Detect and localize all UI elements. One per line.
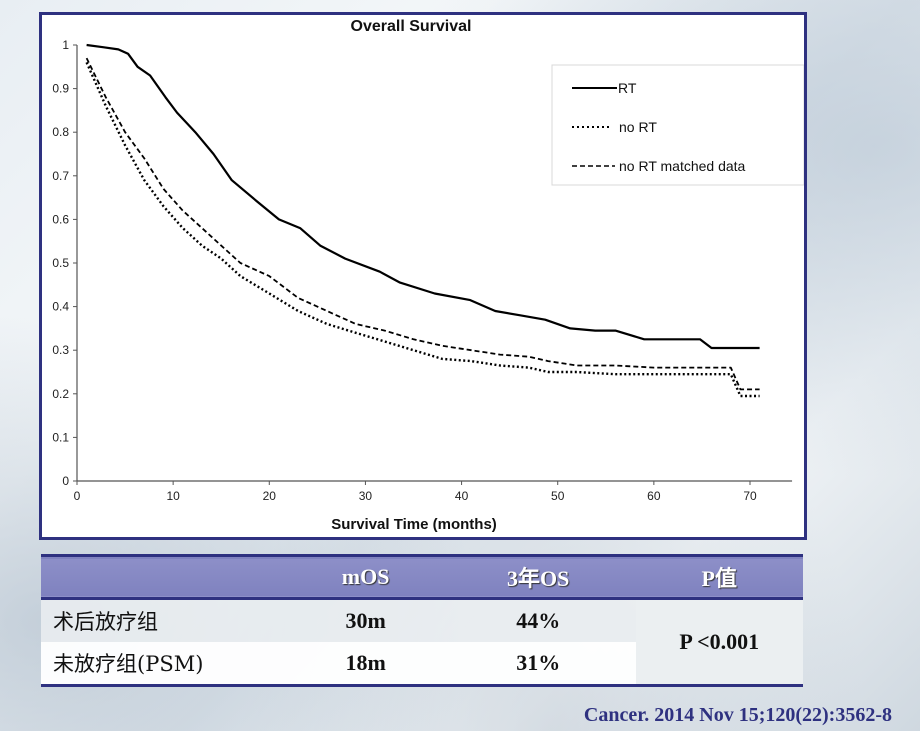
legend: RT no RT no RT matched data xyxy=(551,64,804,186)
y-tick-label: 0.1 xyxy=(52,430,69,444)
legend-label-rt: RT xyxy=(618,80,637,96)
series-line-no-rt-matched-data xyxy=(85,57,760,391)
results-table-container: mOS 3年OS P值 术后放疗组 30m 44% P <0.001 未放疗组(… xyxy=(41,554,803,686)
header-p-value: P值 xyxy=(701,566,737,591)
y-tick-label: 0.2 xyxy=(52,387,69,401)
row-mos: 30m xyxy=(345,608,386,633)
row-group-label: 未放疗组(PSM) xyxy=(53,652,204,676)
p-value-cell: P <0.001 xyxy=(635,598,803,686)
chart-title: Overall Survival xyxy=(351,18,472,35)
legend-label-no-rt-matched: no RT matched data xyxy=(619,158,746,174)
row-3y-os: 44% xyxy=(516,608,561,633)
y-tick-label: 0.8 xyxy=(52,125,69,139)
x-tick-label: 70 xyxy=(743,489,757,503)
y-tick-label: 0 xyxy=(62,474,69,488)
table-header-row: mOS 3年OS P值 xyxy=(41,555,803,599)
axes: 0 10 20 30 40 50 60 70 0 0.1 0.2 0.3 0.4 0.5 0.6 0.7 0.8… xyxy=(52,38,793,503)
series-line-rt xyxy=(86,43,760,350)
y-tick-label: 0.4 xyxy=(52,300,69,314)
y-tick-label: 0.3 xyxy=(52,343,69,357)
y-tick-label: 0.9 xyxy=(52,82,69,96)
y-tick-label: 1 xyxy=(62,38,69,52)
survival-chart: Overall Survival Survival Time (months) … xyxy=(39,12,807,540)
y-tick-label: 0.7 xyxy=(52,169,69,183)
series-layer xyxy=(85,43,760,398)
x-tick-label: 60 xyxy=(647,489,661,503)
results-table: mOS 3年OS P值 术后放疗组 30m 44% P <0.001 未放疗组(… xyxy=(41,554,803,687)
x-tick-label: 50 xyxy=(551,489,565,503)
row-mos: 18m xyxy=(345,650,386,675)
x-tick-label: 20 xyxy=(263,489,277,503)
x-tick-label: 10 xyxy=(166,489,180,503)
row-group-label: 术后放疗组 xyxy=(53,610,158,634)
x-tick-label: 40 xyxy=(455,489,469,503)
table-row: 术后放疗组 30m 44% P <0.001 xyxy=(41,598,803,686)
legend-label-no-rt: no RT xyxy=(619,119,657,135)
row-3y-os: 31% xyxy=(516,650,561,675)
legend-box xyxy=(551,64,804,186)
x-tick-label: 0 xyxy=(74,489,81,503)
citation: Cancer. 2014 Nov 15;120(22):3562-8 xyxy=(583,704,892,726)
x-axis-label: Survival Time (months) xyxy=(331,516,497,533)
y-tick-label: 0.6 xyxy=(52,212,69,226)
header-group xyxy=(41,556,290,599)
header-3y-os: 3年OS xyxy=(507,566,570,591)
chart-canvas: Overall Survival Survival Time (months) … xyxy=(52,18,804,533)
y-tick-label: 0.5 xyxy=(52,256,69,270)
header-mos: mOS xyxy=(341,564,390,589)
x-tick-label: 30 xyxy=(359,489,373,503)
